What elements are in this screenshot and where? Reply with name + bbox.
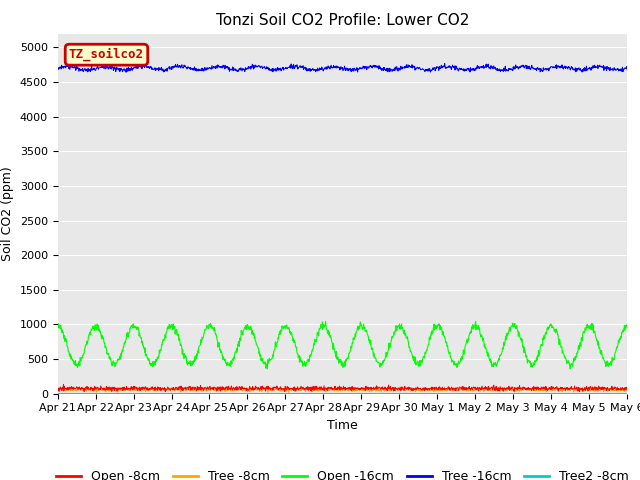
Tree -16cm xyxy=(431,68,439,74)
Tree -8cm xyxy=(506,386,514,392)
Open -8cm xyxy=(506,387,513,393)
Open -8cm xyxy=(556,385,564,391)
Open -8cm xyxy=(181,385,189,391)
Open -16cm xyxy=(472,318,479,324)
Open -8cm xyxy=(575,389,583,395)
Open -8cm xyxy=(54,388,61,394)
Line: Tree -16cm: Tree -16cm xyxy=(58,63,627,72)
Open -8cm xyxy=(167,386,175,392)
Tree -16cm xyxy=(244,64,252,70)
Tree -16cm xyxy=(122,70,130,75)
Tree -8cm xyxy=(123,384,131,390)
Tree -16cm xyxy=(441,60,449,66)
Open -16cm xyxy=(431,324,438,329)
Tree -8cm xyxy=(432,388,440,394)
Open -16cm xyxy=(54,323,61,329)
Tree2 -8cm xyxy=(488,391,495,396)
Tree -16cm xyxy=(167,66,175,72)
Open -16cm xyxy=(166,324,174,329)
Tree2 -8cm xyxy=(54,391,61,396)
Tree -8cm xyxy=(181,386,189,392)
Tree -8cm xyxy=(244,388,252,394)
Text: TZ_soilco2: TZ_soilco2 xyxy=(69,48,144,61)
Tree -8cm xyxy=(623,387,631,393)
Tree -8cm xyxy=(167,387,175,393)
Y-axis label: Soil CO2 (ppm): Soil CO2 (ppm) xyxy=(1,166,14,261)
Open -16cm xyxy=(244,323,252,329)
Title: Tonzi Soil CO2 Profile: Lower CO2: Tonzi Soil CO2 Profile: Lower CO2 xyxy=(216,13,469,28)
Tree -8cm xyxy=(556,387,564,393)
Line: Tree -8cm: Tree -8cm xyxy=(58,387,627,392)
Tree -16cm xyxy=(506,67,514,72)
Legend: Open -8cm, Tree -8cm, Open -16cm, Tree -16cm, Tree2 -8cm: Open -8cm, Tree -8cm, Open -16cm, Tree -… xyxy=(51,465,634,480)
Open -16cm xyxy=(556,337,564,343)
Open -8cm xyxy=(244,387,252,393)
Tree2 -8cm xyxy=(136,390,144,396)
Tree2 -8cm xyxy=(244,391,252,396)
Tree -16cm xyxy=(181,63,189,69)
Tree -8cm xyxy=(285,389,292,395)
Tree -16cm xyxy=(556,65,564,71)
Tree -16cm xyxy=(54,65,61,71)
Tree2 -8cm xyxy=(556,391,564,396)
Line: Open -16cm: Open -16cm xyxy=(58,321,627,369)
X-axis label: Time: Time xyxy=(327,419,358,432)
Tree -8cm xyxy=(54,386,61,392)
Open -8cm xyxy=(60,382,67,387)
Open -16cm xyxy=(506,324,513,330)
Tree2 -8cm xyxy=(506,391,514,396)
Tree2 -8cm xyxy=(167,391,175,396)
Tree2 -8cm xyxy=(181,391,189,396)
Tree -16cm xyxy=(623,67,631,72)
Open -8cm xyxy=(623,386,631,392)
Tree2 -8cm xyxy=(623,391,631,396)
Tree2 -8cm xyxy=(431,391,439,396)
Open -16cm xyxy=(180,351,188,357)
Open -16cm xyxy=(623,322,631,327)
Open -16cm xyxy=(566,366,574,372)
Line: Open -8cm: Open -8cm xyxy=(58,384,627,392)
Open -8cm xyxy=(431,386,439,392)
